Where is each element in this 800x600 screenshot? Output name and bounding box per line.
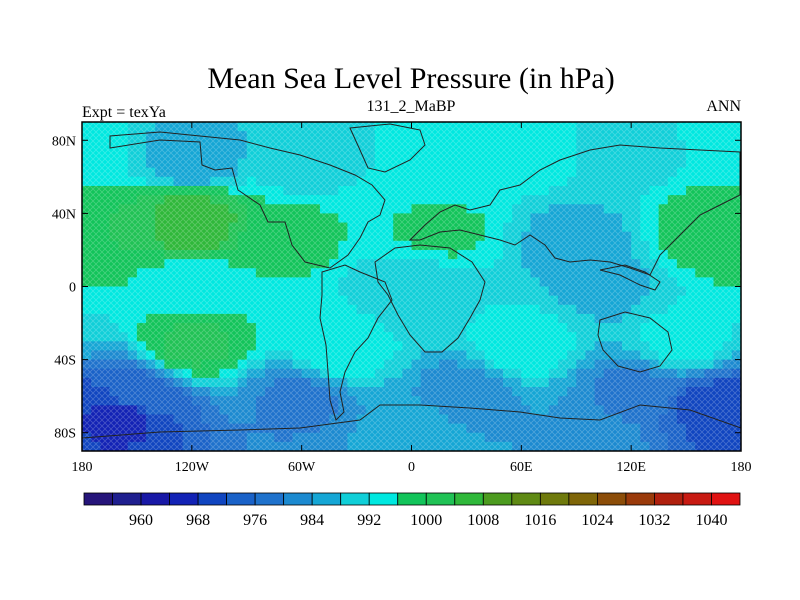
lon-label: 180 [731,460,752,475]
lon-label: 120W [175,460,210,475]
colorbar-swatch [511,492,541,506]
colorbar-swatch [283,492,313,506]
lat-label: 40N [52,207,76,222]
colorbar-swatch [625,492,655,506]
lon-label: 0 [408,460,415,475]
longitude-labels: 180 120W 60W 0 60E 120E 180 [72,460,752,475]
colorbar-swatch [83,492,113,506]
colorbar-swatch [368,492,399,506]
colorbar-swatch [140,492,170,506]
colorbar-swatch [596,492,627,506]
experiment-label: Expt = texYa [82,104,166,121]
coastline-eurasia [408,144,741,276]
lat-label: 40S [54,354,76,369]
age-label: 131_2_MaBP [367,98,456,115]
colorbar-swatch [568,492,598,506]
colorbar-swatch [682,492,712,506]
colorbar-label: 984 [300,512,324,529]
lat-label: 80N [52,134,76,149]
coastline-greenland [349,123,426,173]
lon-label: 60E [510,460,533,475]
map-area [82,122,741,451]
lon-label: 60W [288,460,316,475]
axis-ticks [81,122,742,451]
colorbar-swatch [654,492,684,506]
colorbar-swatch [226,492,256,506]
colorbar-label: 976 [243,512,267,529]
colorbar-swatch [425,492,456,506]
plot-title: Mean Sea Level Pressure (in hPa) [207,62,614,95]
lon-label: 180 [72,460,93,475]
colorbar-label: 968 [186,512,210,529]
colorbar-label: 1000 [410,512,442,529]
colorbar-swatch [711,492,741,506]
colorbar-swatch [112,492,142,506]
lat-label: 80S [54,427,76,442]
colorbar-label: 1040 [695,512,727,529]
colorbar-swatch [311,492,342,506]
latitude-labels: 80N 40N 0 40S 80S [52,134,76,441]
colorbar-swatch [454,492,484,506]
coastline-south-america [319,264,393,421]
colorbar-label: 960 [129,512,153,529]
colorbar-swatch [169,492,199,506]
colorbar-swatch [340,492,370,506]
coastlines [82,123,741,439]
colorbar-swatch [482,492,513,506]
coastline-australia [597,311,673,373]
coastline-southeast-asia [599,264,661,291]
season-label: ANN [706,98,741,115]
colorbar-label: 1024 [581,512,613,529]
colorbar-swatch [254,492,285,506]
colorbar-swatch [397,492,427,506]
coastline-africa [374,244,486,353]
colorbar [83,492,741,506]
colorbar-labels: 960 968 976 984 992 1000 1008 1016 1024 1032 1040 [129,512,727,529]
coastline-north-america [109,131,386,269]
coastline-antarctica [82,404,741,439]
colorbar-label: 1032 [638,512,670,529]
colorbar-swatch [197,492,228,506]
colorbar-label: 992 [357,512,381,529]
colorbar-label: 1016 [524,512,556,529]
lat-label: 0 [69,281,76,296]
colorbar-swatch [539,492,570,506]
lon-label: 120E [616,460,646,475]
colorbar-label: 1008 [467,512,499,529]
contour-hatch [82,122,741,451]
